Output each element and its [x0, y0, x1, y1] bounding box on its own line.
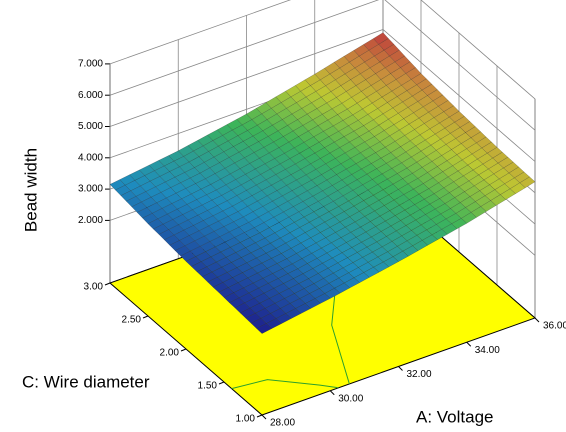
- surface-cell: [185, 227, 293, 298]
- x-tick-label: 34.00: [475, 345, 500, 356]
- z-tick-label: 7.000: [78, 59, 103, 70]
- x-tick-label: 30.00: [338, 393, 363, 404]
- x-tick: [398, 366, 403, 371]
- y-tick-label: 1.50: [198, 381, 218, 392]
- x-tick-label: 32.00: [407, 369, 432, 380]
- z-tick-label: 6.000: [78, 90, 103, 101]
- surface-cell: [390, 110, 498, 189]
- surface-patch: [256, 323, 272, 334]
- surface-cell: [109, 150, 217, 224]
- z-axis-title: Bead width: [21, 148, 40, 232]
- grid-line: [109, 0, 536, 100]
- z-tick-label: 3.000: [78, 184, 103, 195]
- y-tick: [256, 414, 263, 418]
- surface-cell: [284, 114, 392, 192]
- x-tick-label: 28.00: [270, 418, 295, 429]
- surface-cell: [147, 189, 255, 262]
- z-tick-label: 5.000: [78, 121, 103, 132]
- y-tick-label: 2.50: [122, 315, 142, 326]
- y-tick: [142, 315, 149, 319]
- x-tick-label: 36.00: [543, 321, 566, 332]
- surface: [109, 32, 536, 334]
- x-tick: [261, 414, 267, 420]
- x-axis-title: A: Voltage: [416, 407, 494, 426]
- x-tick: [329, 390, 335, 396]
- surface-cell: [428, 147, 536, 224]
- y-tick-label: 1.00: [236, 414, 256, 425]
- y-tick: [180, 348, 187, 352]
- y-tick: [218, 381, 225, 385]
- y-tick-label: 2.00: [160, 348, 180, 359]
- surface-cell: [292, 226, 399, 299]
- surface-cell: [314, 32, 422, 116]
- floor-contour: [231, 379, 339, 390]
- x-tick: [466, 341, 472, 347]
- surface-cell: [246, 73, 354, 154]
- surface-cell: [216, 153, 323, 228]
- surface-cell: [360, 188, 468, 262]
- y-tick: [104, 282, 111, 286]
- x-tick: [534, 317, 540, 323]
- surface-cell: [254, 190, 361, 265]
- surface-cell: [352, 73, 460, 153]
- surface-cell: [223, 263, 331, 334]
- y-axis-title: C: Wire diameter: [22, 372, 150, 391]
- grid-line: [109, 0, 536, 131]
- z-tick-label: 4.000: [78, 152, 103, 163]
- z-tick-label: 2.000: [78, 215, 103, 226]
- y-tick-label: 3.00: [84, 282, 104, 293]
- surface-cell: [322, 152, 430, 228]
